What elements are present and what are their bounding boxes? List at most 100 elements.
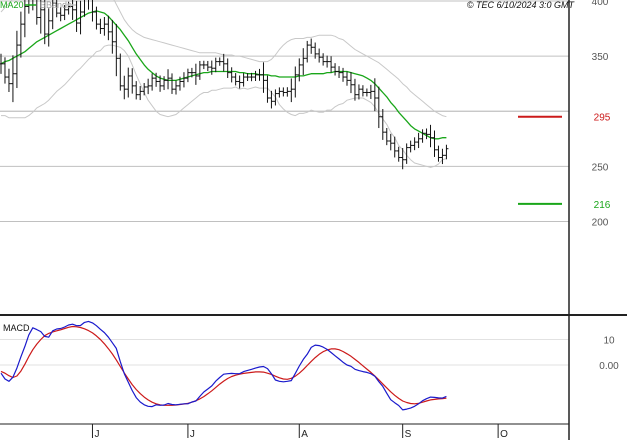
price-bar bbox=[54, 0, 59, 18]
price-bar bbox=[285, 87, 290, 97]
month-label: J bbox=[94, 429, 99, 440]
price-bar bbox=[321, 53, 326, 66]
price-bar bbox=[297, 58, 302, 82]
price-bar bbox=[289, 78, 294, 103]
price-bar bbox=[317, 48, 322, 63]
price-bar bbox=[134, 81, 139, 100]
price-bar bbox=[6, 68, 11, 92]
price-bar bbox=[352, 78, 357, 101]
price-bar bbox=[36, 0, 39, 25]
price-bar bbox=[197, 60, 202, 80]
price-bar bbox=[341, 67, 346, 82]
price-bar bbox=[213, 57, 218, 73]
price-bar bbox=[74, 0, 79, 32]
price-bar bbox=[10, 55, 15, 103]
price-y-tick-label: 400 bbox=[592, 0, 609, 8]
macd-line bbox=[0, 320, 447, 411]
price-bar bbox=[0, 53, 3, 74]
price-bar bbox=[245, 73, 250, 82]
price-bar bbox=[98, 18, 103, 34]
price-bar bbox=[329, 56, 334, 73]
price-bar bbox=[396, 146, 401, 162]
price-bar bbox=[277, 87, 282, 98]
price-bar bbox=[253, 70, 258, 82]
macd-y-tick-label: 0.00 bbox=[599, 361, 619, 372]
price-bar bbox=[416, 132, 421, 149]
price-bars bbox=[0, 0, 449, 170]
price-bar bbox=[428, 124, 433, 148]
price-bar bbox=[42, 0, 47, 45]
macd-layer bbox=[0, 320, 447, 411]
price-bar bbox=[337, 66, 342, 78]
price-bar bbox=[91, 0, 95, 22]
bband-lower-line bbox=[1, 44, 447, 168]
price-bar bbox=[150, 73, 155, 91]
price-bar bbox=[384, 127, 389, 146]
legend-bbands-label: BBands bbox=[40, 0, 72, 10]
price-bar bbox=[154, 72, 159, 87]
price-bar bbox=[293, 66, 298, 98]
price-bar bbox=[146, 78, 151, 95]
price-bar bbox=[217, 57, 222, 66]
price-bar bbox=[209, 60, 214, 75]
price-bar bbox=[313, 42, 318, 59]
price-bar bbox=[221, 53, 226, 72]
price-bar bbox=[138, 86, 143, 101]
price-bar bbox=[305, 40, 310, 63]
price-bar bbox=[62, 5, 67, 21]
price-bar bbox=[110, 19, 115, 54]
price-bar bbox=[273, 89, 278, 106]
price-bar bbox=[201, 60, 206, 70]
price-bar bbox=[376, 86, 381, 129]
price-bar bbox=[114, 23, 119, 77]
price-bar bbox=[32, 0, 34, 11]
price-bar bbox=[444, 144, 449, 160]
price-y-tick-label: 200 bbox=[592, 217, 609, 228]
price-bar bbox=[440, 148, 445, 165]
price-bar bbox=[436, 145, 441, 162]
month-label: J bbox=[190, 429, 195, 440]
price-bar bbox=[78, 0, 83, 35]
price-bar bbox=[424, 128, 429, 140]
price-y-tick-label: 350 bbox=[592, 52, 609, 63]
month-label: O bbox=[500, 429, 508, 440]
price-bar bbox=[185, 68, 190, 83]
price-bar bbox=[325, 55, 330, 68]
price-bar bbox=[233, 73, 238, 86]
price-bar bbox=[348, 72, 353, 94]
price-bar bbox=[432, 130, 437, 157]
price-bar bbox=[142, 82, 147, 96]
price-bar bbox=[166, 69, 171, 90]
price-bar bbox=[360, 85, 365, 97]
price-bar bbox=[66, 1, 71, 15]
price-bar bbox=[162, 76, 167, 91]
support-level-label: 216 bbox=[594, 200, 611, 211]
price-bar bbox=[158, 75, 163, 92]
price-bar bbox=[388, 133, 393, 151]
price-bar bbox=[344, 71, 349, 86]
price-bar bbox=[58, 7, 63, 22]
price-bar bbox=[249, 72, 254, 82]
levels-layer: 295 216 bbox=[518, 113, 611, 211]
price-bar bbox=[50, 0, 55, 30]
price-bar bbox=[87, 0, 89, 10]
price-bar bbox=[118, 53, 123, 91]
price-bar bbox=[404, 143, 409, 164]
price-bar bbox=[301, 48, 306, 76]
month-label: S bbox=[405, 429, 412, 440]
price-bar bbox=[70, 0, 75, 20]
price-bar bbox=[229, 67, 234, 83]
price-bar bbox=[241, 73, 246, 87]
price-bar bbox=[400, 147, 405, 170]
price-bar bbox=[420, 129, 425, 143]
price-bar bbox=[46, 8, 51, 47]
price-bar bbox=[181, 72, 186, 88]
price-bar bbox=[281, 87, 286, 97]
price-bar bbox=[170, 73, 175, 94]
price-bar bbox=[269, 90, 274, 109]
macd-signal-line bbox=[0, 325, 447, 406]
ma20-layer bbox=[0, 10, 447, 140]
copyright-text: © TEC 6/10/2024 3:0 GMT bbox=[467, 0, 576, 10]
price-bar bbox=[368, 84, 373, 100]
